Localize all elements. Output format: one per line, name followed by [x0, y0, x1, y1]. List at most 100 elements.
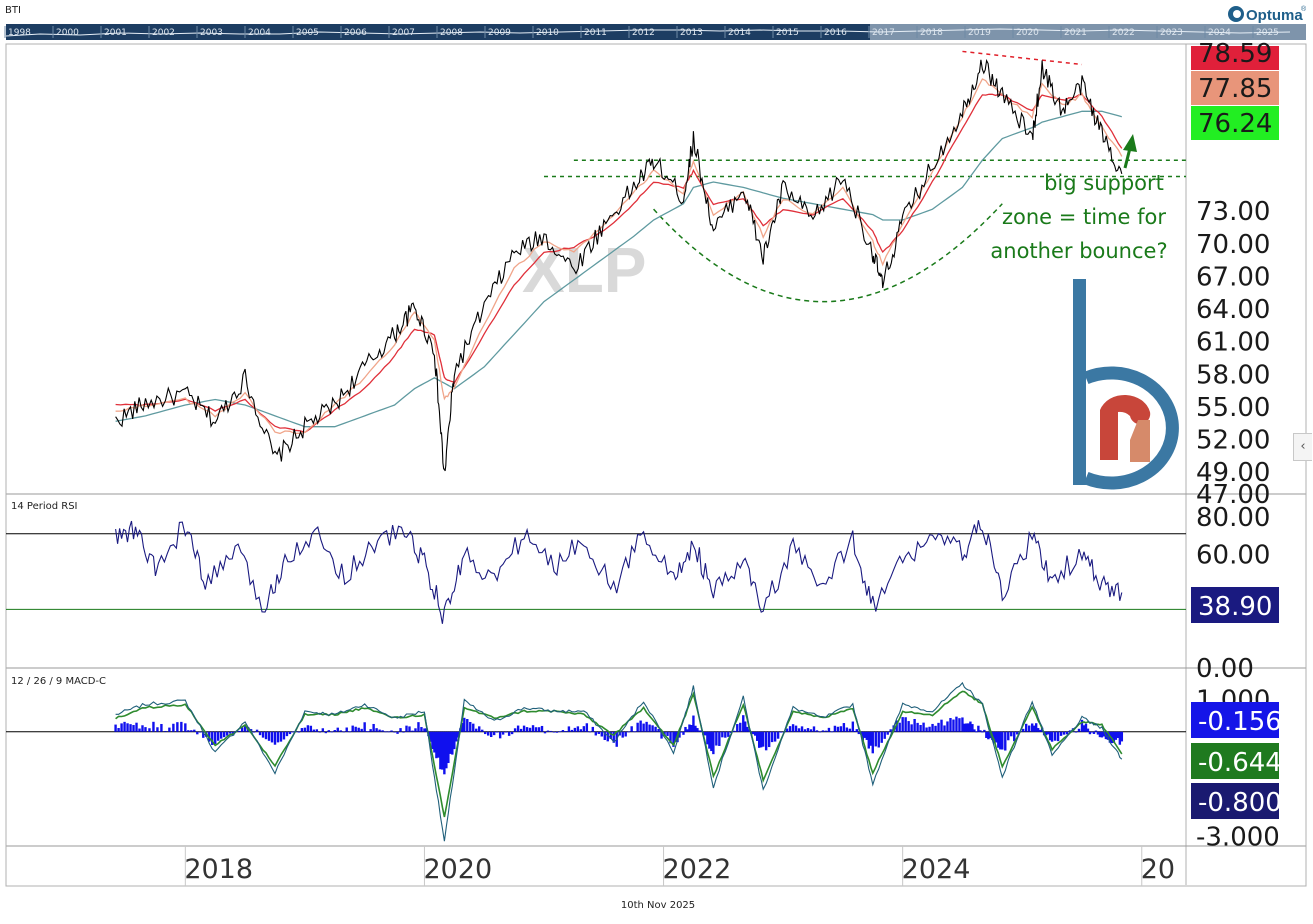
- overview-year-label: 2004: [248, 28, 271, 38]
- macd-histogram-bar: [1056, 731, 1060, 742]
- macd-histogram-bar: [603, 731, 606, 741]
- macd-histogram-bar: [558, 731, 562, 733]
- macd-histogram-bar: [746, 726, 749, 732]
- rsi-y-tick-label: 0.00: [1196, 654, 1254, 684]
- overview-year-label: 2018: [920, 28, 943, 38]
- macd-histogram-bar: [1001, 731, 1004, 750]
- macd-histogram-bar: [478, 726, 481, 732]
- macd-histogram-bar: [943, 725, 946, 732]
- overview-strip[interactable]: 1998 2000 2001 2002 2003 2004 2005 2006 2007 2008…: [4, 24, 1306, 40]
- macd-histogram-bar: [809, 729, 813, 732]
- macd-histogram-bar: [645, 721, 648, 732]
- macd-histogram-bar: [196, 731, 199, 735]
- macd-histogram-bar: [981, 731, 984, 733]
- macd-histogram-bar: [767, 731, 771, 748]
- macd-histogram-bar: [420, 727, 423, 732]
- macd-histogram-bar: [552, 731, 556, 733]
- macd-histogram-bar: [946, 721, 949, 732]
- macd-histogram-bar: [190, 730, 193, 732]
- macd-histogram-bar: [963, 723, 966, 732]
- macd-histogram-bar: [800, 726, 804, 732]
- macd-histogram-bar: [704, 731, 707, 736]
- macd-histogram-bar: [291, 731, 295, 733]
- macd-histogram-bar: [129, 724, 132, 732]
- macd-histogram-bar: [827, 727, 831, 732]
- overview-year-label: 2014: [728, 28, 751, 38]
- macd-plot-area: [6, 681, 1186, 842]
- macd-histogram-bar: [187, 730, 190, 732]
- macd-histogram-bar: [863, 731, 866, 738]
- macd-histogram-bar: [940, 719, 943, 732]
- overview-year-label: 2007: [392, 28, 415, 38]
- macd-histogram-bar: [433, 731, 436, 753]
- macd-histogram-bar: [176, 722, 179, 732]
- macd-histogram-bar: [779, 731, 783, 733]
- macd-histogram-bar: [202, 731, 205, 738]
- macd-histogram-bar: [214, 731, 217, 744]
- macd-histogram-bar: [1038, 729, 1042, 732]
- macd-histogram-bar: [546, 730, 550, 732]
- macd-histogram-bar: [1007, 731, 1010, 741]
- macd-histogram-bar: [1100, 731, 1104, 738]
- macd-histogram-bar: [1092, 731, 1096, 734]
- macd-histogram-bar: [445, 731, 448, 769]
- macd-histogram-bar: [117, 728, 120, 732]
- macd-histogram-bar: [797, 728, 801, 732]
- overview-price-trace: [5, 28, 1291, 37]
- macd-histogram-bar: [1010, 731, 1013, 737]
- macd-histogram-bar: [684, 726, 687, 732]
- macd-histogram-bar: [752, 731, 755, 735]
- macd-histogram-bar: [1044, 731, 1048, 736]
- footer-date: 10th Nov 2025: [621, 900, 695, 911]
- macd-histogram-bar: [682, 731, 685, 735]
- side-panel-toggle[interactable]: ‹: [1293, 433, 1312, 461]
- macd-histogram-bar: [965, 723, 968, 732]
- macd-histogram-bar: [258, 731, 262, 736]
- macd-histogram-bar: [1102, 731, 1106, 737]
- overview-year-label: 2010: [536, 28, 559, 38]
- macd-histogram-bar: [639, 720, 642, 732]
- macd-signal-line: [115, 690, 1123, 818]
- optuma-logo-text: Optuma: [1246, 7, 1303, 24]
- macd-histogram-bar: [967, 723, 970, 732]
- price-value-label: 77.85: [1191, 71, 1279, 105]
- macd-histogram-bar: [354, 726, 357, 732]
- macd-histogram-bar: [851, 721, 855, 732]
- macd-histogram-bar: [270, 731, 274, 743]
- macd-histogram-bar: [987, 731, 990, 740]
- macd-histogram-bar: [534, 727, 538, 732]
- optuma-logo-mark: ®: [1301, 5, 1307, 13]
- macd-histogram-bar: [423, 728, 426, 732]
- macd-histogram-bar: [519, 728, 523, 732]
- macd-histogram-bar: [839, 726, 843, 732]
- rounding-bottom-arc: [653, 203, 1003, 303]
- macd-histogram-bar: [411, 730, 414, 732]
- macd-histogram-bar: [833, 725, 837, 732]
- macd-histogram-bar: [378, 729, 381, 732]
- macd-histogram-bar: [1016, 731, 1019, 735]
- overview-year-label: 2020: [1016, 28, 1039, 38]
- macd-histogram-bar: [469, 721, 472, 732]
- macd-histogram-bar: [219, 731, 223, 739]
- macd-histogram-bar: [642, 723, 645, 732]
- macd-histogram-bar: [1086, 728, 1090, 732]
- macd-histogram-bar: [1080, 719, 1084, 732]
- macd-histogram-bar: [531, 725, 535, 732]
- macd-histogram-bar: [770, 731, 774, 743]
- overview-range-selector[interactable]: [870, 24, 1306, 40]
- macd-histogram-bar: [773, 731, 777, 742]
- macd-histogram-bar: [931, 723, 934, 732]
- macd-histogram-bar: [785, 728, 789, 732]
- macd-histogram-bar: [414, 728, 417, 732]
- macd-histogram-bar: [721, 731, 724, 738]
- macd-histogram-bar: [148, 728, 151, 732]
- macd-histogram-bar: [561, 730, 565, 732]
- macd-histogram-bar: [431, 731, 434, 750]
- macd-histogram-bar: [660, 731, 663, 739]
- macd-histogram-bar: [922, 722, 925, 732]
- macd-histogram-bar: [993, 731, 996, 744]
- macd-histogram-bar: [199, 731, 202, 733]
- price-value-label-text: 78.59: [1198, 39, 1272, 69]
- macd-histogram-bar: [1084, 723, 1088, 732]
- annotation-line-2: zone = time for: [1002, 205, 1166, 229]
